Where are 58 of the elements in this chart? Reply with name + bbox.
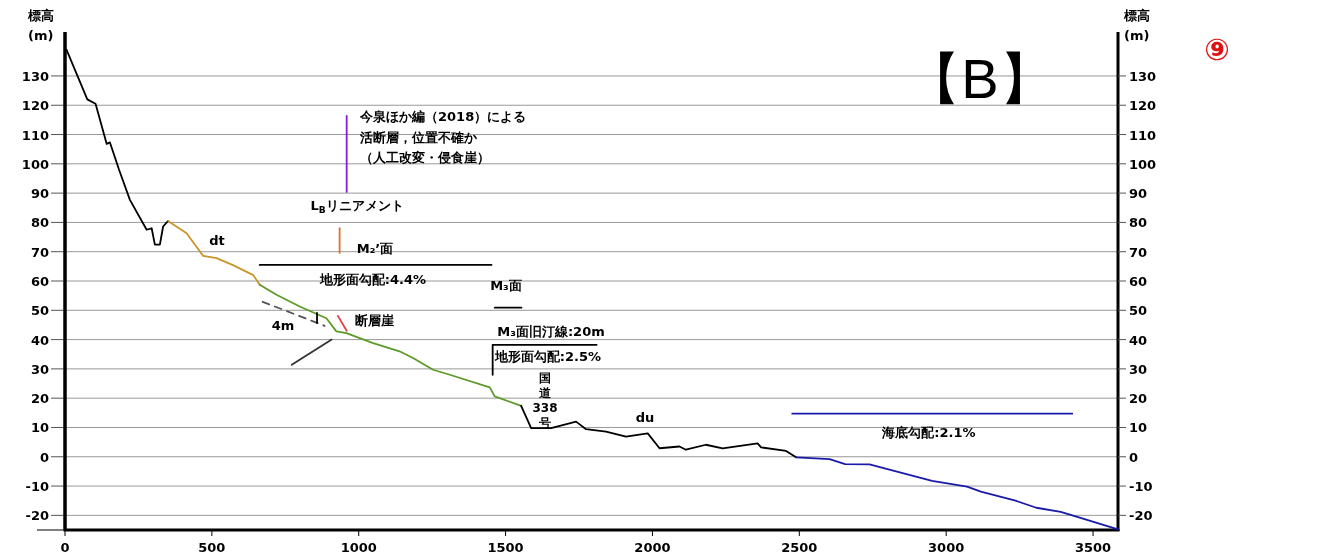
chart-title: 【B】: [905, 47, 1055, 110]
y2-tick-label: 80: [1129, 214, 1148, 230]
y2-tick-label: 30: [1129, 361, 1148, 377]
y2-tick-label: 0: [1129, 449, 1139, 465]
y-tick-label: 90: [30, 185, 49, 201]
y-tick-label: 10: [30, 419, 49, 435]
y-tick-label: 120: [21, 97, 49, 113]
x-tick-label: 2000: [634, 540, 671, 555]
y2-tick-label: 100: [1129, 156, 1157, 172]
y2-tick-label: -20: [1129, 507, 1153, 523]
annotation: （人工改変・侵食崖）: [360, 149, 490, 165]
y-tick-label: 30: [30, 361, 49, 377]
y-tick-label: 60: [30, 273, 49, 289]
y-tick-label: 70: [30, 244, 49, 260]
y-tick-label: 20: [30, 390, 49, 406]
annotation: 地形面勾配:2.5%: [493, 348, 602, 364]
y2-tick-label: 40: [1129, 332, 1148, 348]
annotation: M₃面: [490, 277, 522, 293]
y2-tick-label: -10: [1129, 478, 1153, 494]
annotation: 活断層，位置不確か: [359, 129, 478, 145]
annotation: dt: [209, 232, 225, 248]
text: ⑨: [1204, 32, 1230, 67]
y2-tick-label: 120: [1129, 97, 1157, 113]
y2-tick-label: 90: [1129, 185, 1148, 201]
y2-tick-label: 110: [1129, 127, 1157, 143]
y-tick-label: 0: [39, 449, 49, 465]
y-tick-label: 50: [30, 302, 49, 318]
y2-tick-label: 50: [1129, 302, 1148, 318]
x-tick-label: 0: [60, 540, 70, 555]
x-tick-label: 1000: [340, 540, 377, 555]
y2-tick-label: 20: [1129, 390, 1148, 406]
x-tick-label: 1500: [487, 540, 524, 555]
y-tick-label: 130: [21, 68, 49, 84]
y2-axis-title: 標高 (m): [1123, 8, 1150, 43]
y-tick-label: -20: [25, 507, 49, 523]
annotation: 今泉ほか編（2018）による: [359, 108, 527, 124]
y2-tick-label: 70: [1129, 244, 1148, 260]
annotation: 海底勾配:2.1%: [881, 424, 976, 440]
x-tick-label: 2500: [781, 540, 818, 555]
annotation: L$_{B}$リニアメント: [310, 197, 404, 215]
y-tick-label: 80: [30, 214, 49, 230]
y-tick-label: -10: [25, 478, 49, 494]
y2-tick-label: 130: [1129, 68, 1157, 84]
annotation: 地形面勾配:4.4%: [318, 271, 427, 287]
x-tick-label: 500: [198, 540, 226, 555]
y-tick-label: 110: [21, 127, 49, 143]
y-tick-label: 40: [30, 332, 49, 348]
y2-tick-label: 60: [1129, 273, 1148, 289]
y-tick-label: 100: [21, 156, 49, 172]
x-tick-label: 3500: [1074, 540, 1112, 555]
annotation: M₂’面: [356, 240, 394, 256]
annotation: M₃面旧汀線:20m: [497, 323, 605, 339]
y-axis-title: 標高 (m): [27, 8, 54, 43]
annotation: 4m: [271, 317, 295, 333]
annotation: du: [635, 409, 655, 425]
x-tick-label: 3000: [928, 540, 965, 555]
y2-tick-label: 10: [1129, 419, 1148, 435]
annotation: 断層崖: [354, 312, 394, 328]
